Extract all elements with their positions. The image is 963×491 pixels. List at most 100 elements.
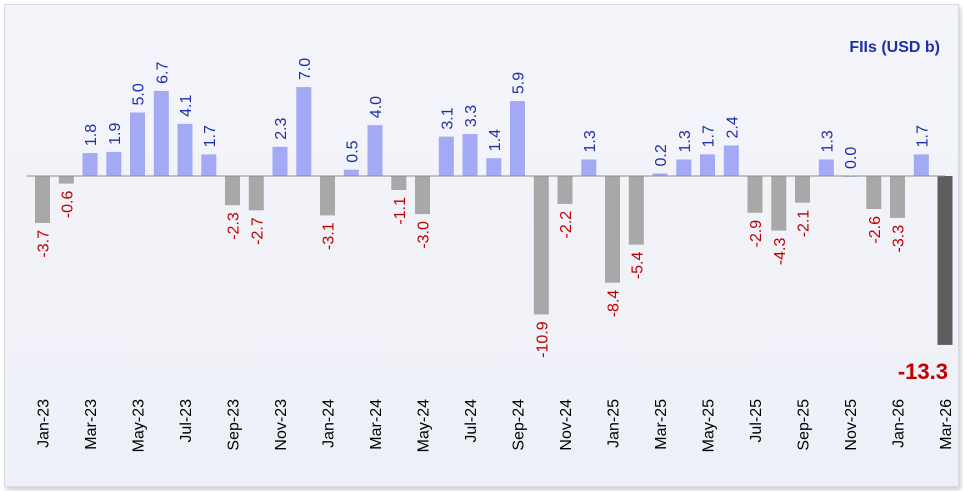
x-tick-nov-24: Nov-24 — [558, 399, 575, 451]
value-label-feb-25: -5.4 — [629, 252, 646, 280]
value-label-sep-25: -2.1 — [796, 210, 813, 238]
bar-oct-23 — [248, 176, 264, 211]
value-label-sep-24: 5.9 — [511, 72, 528, 94]
bar-dec-24 — [581, 159, 597, 176]
bar-jan-24 — [320, 176, 335, 216]
legend-label: FIIs (USD b) — [849, 39, 940, 56]
bar-apr-23 — [106, 151, 122, 176]
bar-feb-23 — [58, 176, 74, 184]
bar-jan-25 — [605, 176, 620, 283]
value-label-sep-23: -2.3 — [226, 212, 243, 240]
bar-mar-25 — [652, 173, 668, 176]
bar-sep-23 — [225, 176, 240, 206]
x-tick-jul-24: Jul-24 — [463, 399, 480, 443]
value-label-jul-25: -2.9 — [748, 220, 765, 248]
bar-oct-24 — [533, 176, 549, 315]
value-labels-group: -3.7 -0.6 1.8 1.9 5.0 6.7 4.1 1.7 -2.3 -2.7 2.3 7.0… — [36, 58, 949, 384]
value-label-jun-24: 3.1 — [439, 107, 456, 129]
bar-may-25 — [700, 154, 715, 176]
value-label-oct-24: -10.9 — [534, 321, 551, 358]
bar-may-24 — [415, 176, 430, 215]
value-label-oct-25: 1.3 — [819, 130, 836, 152]
x-tick-may-23: May-23 — [131, 399, 148, 452]
value-label-nov-25: 0.0 — [843, 147, 860, 169]
x-tick-jan-24: Jan-24 — [321, 399, 338, 448]
value-label-mar-23: 1.8 — [83, 124, 100, 146]
bars-group — [35, 87, 953, 345]
bar-apr-24 — [391, 176, 407, 190]
value-label-jan-24: -3.1 — [321, 222, 338, 250]
value-label-jan-23: -3.7 — [36, 230, 53, 258]
bar-mar-24 — [367, 125, 383, 176]
value-label-dec-25: -2.6 — [867, 216, 884, 244]
bar-jun-24 — [438, 136, 454, 176]
x-tick-mar-25: Mar-25 — [653, 399, 670, 450]
x-tick-nov-25: Nov-25 — [843, 399, 860, 451]
value-label-may-23: 5.0 — [131, 83, 148, 105]
x-tick-sep-25: Sep-25 — [796, 399, 813, 451]
bar-jul-24 — [462, 134, 478, 176]
value-label-jan-26: -3.3 — [891, 225, 908, 253]
value-label-jun-25: 2.4 — [724, 116, 741, 138]
bar-may-23 — [130, 112, 145, 176]
value-label-dec-24: 1.3 — [582, 130, 599, 152]
x-tick-may-24: May-24 — [416, 399, 433, 452]
bar-mar-23 — [82, 153, 98, 176]
bar-chart: -3.7 -0.6 1.8 1.9 5.0 6.7 4.1 1.7 -2.3 -2.7 2.3 7.0… — [27, 58, 956, 452]
bar-aug-25 — [771, 176, 787, 231]
x-axis-tick-labels: Jan-23 Mar-23 May-23 Jul-23 Sep-23 Nov-23 Jan-… — [36, 399, 956, 452]
bar-feb-26 — [913, 154, 929, 176]
bar-mar-26 — [937, 176, 953, 345]
bar-jul-23 — [177, 123, 193, 176]
x-tick-jan-26: Jan-26 — [891, 399, 908, 448]
bar-dec-23 — [296, 87, 312, 176]
x-tick-mar-24: Mar-24 — [368, 399, 385, 450]
bar-nov-24 — [557, 176, 573, 204]
value-label-apr-23: 1.9 — [107, 123, 124, 145]
x-tick-mar-26: Mar-26 — [938, 399, 955, 450]
bar-feb-24 — [343, 169, 359, 176]
value-label-may-25: 1.7 — [701, 125, 718, 147]
value-label-oct-23: -2.7 — [249, 217, 266, 245]
value-label-mar-25: 0.2 — [653, 144, 670, 166]
x-tick-mar-23: Mar-23 — [83, 399, 100, 450]
value-label-aug-24: 1.4 — [487, 129, 504, 151]
value-label-jul-24: 3.3 — [463, 105, 480, 127]
bar-sep-25 — [795, 176, 810, 203]
x-tick-may-25: May-25 — [701, 399, 718, 452]
value-label-feb-24: 0.5 — [344, 140, 361, 162]
x-tick-jul-25: Jul-25 — [748, 399, 765, 443]
value-label-aug-25: -4.3 — [772, 238, 789, 266]
value-label-mar-24: 4.0 — [368, 96, 385, 118]
x-tick-jul-23: Jul-23 — [178, 399, 195, 443]
bar-jun-25 — [723, 145, 739, 176]
x-tick-nov-23: Nov-23 — [273, 399, 290, 451]
bar-feb-25 — [628, 176, 644, 245]
bar-jan-26 — [890, 176, 905, 218]
bar-jan-23 — [35, 176, 50, 223]
value-label-apr-24: -1.1 — [392, 197, 409, 225]
bar-aug-23 — [201, 154, 217, 176]
bar-jul-25 — [747, 176, 763, 213]
x-tick-jan-25: Jan-25 — [606, 399, 623, 448]
x-tick-sep-23: Sep-23 — [226, 399, 243, 451]
bar-oct-25 — [818, 159, 834, 176]
value-label-dec-23: 7.0 — [297, 58, 314, 80]
x-tick-sep-24: Sep-24 — [511, 399, 528, 451]
value-label-nov-23: 2.3 — [273, 117, 290, 139]
bar-nov-23 — [272, 146, 288, 176]
value-label-jul-23: 4.1 — [178, 95, 195, 117]
value-label-jan-25: -8.4 — [606, 290, 623, 318]
bar-dec-25 — [866, 176, 882, 209]
value-label-jun-23: 6.7 — [154, 62, 171, 84]
bar-sep-24 — [510, 101, 525, 176]
bar-jun-23 — [153, 90, 169, 176]
x-tick-jan-23: Jan-23 — [36, 399, 53, 448]
value-label-feb-23: -0.6 — [59, 191, 76, 219]
chart-frame: -3.7 -0.6 1.8 1.9 5.0 6.7 4.1 1.7 -2.3 -2.7 2.3 7.0… — [4, 4, 959, 487]
value-label-feb-26: 1.7 — [914, 125, 931, 147]
bar-aug-24 — [486, 158, 502, 176]
value-label-nov-24: -2.2 — [558, 211, 575, 239]
value-label-aug-23: 1.7 — [202, 125, 219, 147]
bar-apr-25 — [676, 159, 692, 176]
